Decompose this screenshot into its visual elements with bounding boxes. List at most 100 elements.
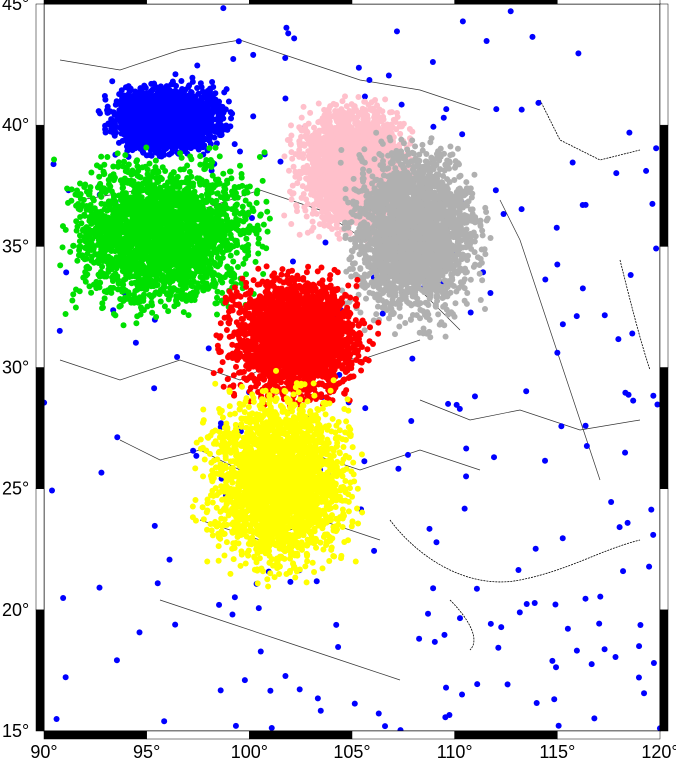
cluster-point bbox=[128, 118, 135, 125]
event-point bbox=[161, 718, 168, 725]
event-point bbox=[554, 349, 561, 356]
event-point bbox=[487, 289, 494, 296]
cluster-point bbox=[201, 142, 208, 149]
event-point bbox=[277, 158, 284, 165]
event-point bbox=[533, 699, 540, 706]
cluster-point bbox=[177, 92, 184, 99]
event-point bbox=[241, 677, 248, 684]
event-point bbox=[232, 722, 239, 729]
event-point bbox=[523, 600, 530, 607]
event-point bbox=[50, 161, 57, 168]
cluster-point bbox=[163, 145, 170, 152]
cluster-point bbox=[194, 104, 201, 111]
event-point bbox=[552, 601, 559, 608]
event-point bbox=[151, 522, 158, 529]
event-point bbox=[627, 272, 634, 279]
cluster-point bbox=[220, 115, 227, 122]
cluster-point bbox=[172, 99, 179, 106]
event-point bbox=[643, 167, 650, 174]
event-point bbox=[459, 691, 466, 698]
event-point bbox=[620, 568, 627, 575]
event-point bbox=[582, 422, 589, 429]
cluster-point bbox=[288, 122, 295, 129]
cluster-point bbox=[125, 113, 132, 120]
event-point bbox=[445, 400, 452, 407]
event-point bbox=[114, 434, 121, 441]
event-point bbox=[217, 687, 224, 694]
event-point bbox=[317, 707, 324, 714]
event-point bbox=[612, 653, 619, 660]
cluster-point bbox=[157, 103, 164, 110]
event-points bbox=[41, 5, 663, 734]
event-point bbox=[471, 393, 478, 400]
event-point bbox=[268, 724, 275, 731]
cluster-point bbox=[217, 132, 224, 139]
event-point bbox=[518, 106, 525, 113]
event-point bbox=[409, 355, 416, 362]
event-point bbox=[579, 285, 586, 292]
cluster-point bbox=[281, 212, 288, 219]
event-point bbox=[429, 58, 436, 65]
cluster-point bbox=[307, 109, 314, 116]
cluster-point bbox=[212, 90, 219, 97]
event-point bbox=[531, 599, 538, 606]
event-point bbox=[622, 389, 629, 396]
event-point bbox=[426, 525, 433, 532]
event-point bbox=[322, 239, 329, 246]
event-point bbox=[433, 539, 440, 546]
cluster-point bbox=[154, 108, 161, 115]
cluster-point bbox=[225, 98, 232, 105]
cluster-point bbox=[162, 101, 169, 108]
cluster-point bbox=[169, 78, 176, 85]
cluster-point bbox=[296, 147, 303, 154]
event-point bbox=[649, 200, 656, 207]
event-point bbox=[287, 578, 294, 585]
cluster-point bbox=[166, 151, 173, 158]
cluster-point bbox=[185, 128, 192, 135]
event-point bbox=[209, 79, 216, 86]
event-point bbox=[362, 405, 369, 412]
event-point bbox=[408, 418, 415, 425]
cluster-point bbox=[147, 105, 154, 112]
coastline bbox=[389, 99, 651, 651]
cluster-point bbox=[192, 143, 199, 150]
event-point bbox=[564, 625, 571, 632]
event-point bbox=[382, 723, 389, 730]
cluster-point bbox=[194, 132, 201, 139]
event-point bbox=[250, 113, 257, 120]
event-point bbox=[491, 454, 498, 461]
event-point bbox=[398, 101, 405, 108]
cluster-point bbox=[330, 100, 337, 107]
event-point bbox=[205, 345, 212, 352]
cluster-point bbox=[178, 78, 185, 85]
cluster-point bbox=[122, 96, 129, 103]
event-point bbox=[597, 593, 604, 600]
event-point bbox=[194, 62, 201, 69]
event-point bbox=[430, 585, 437, 592]
event-point bbox=[529, 33, 536, 40]
cluster-point bbox=[110, 109, 117, 116]
cluster-point bbox=[132, 134, 139, 141]
cluster-point bbox=[149, 137, 156, 144]
cluster-point bbox=[104, 103, 111, 110]
cluster-point bbox=[281, 153, 288, 160]
event-point bbox=[654, 401, 661, 408]
cluster-point bbox=[126, 86, 133, 93]
event-point bbox=[237, 148, 244, 155]
cluster-point bbox=[198, 84, 205, 91]
cluster-point bbox=[104, 109, 111, 116]
cluster-point bbox=[183, 122, 190, 129]
event-point bbox=[515, 567, 522, 574]
event-point bbox=[257, 648, 264, 655]
cluster-point bbox=[296, 231, 303, 238]
cluster-point bbox=[355, 94, 362, 101]
cluster-point bbox=[96, 110, 103, 117]
event-point bbox=[626, 129, 633, 136]
event-point bbox=[96, 584, 103, 591]
event-point bbox=[650, 531, 657, 538]
event-point bbox=[431, 638, 438, 645]
event-point bbox=[646, 563, 653, 570]
event-point bbox=[166, 556, 173, 563]
event-point bbox=[456, 615, 463, 622]
